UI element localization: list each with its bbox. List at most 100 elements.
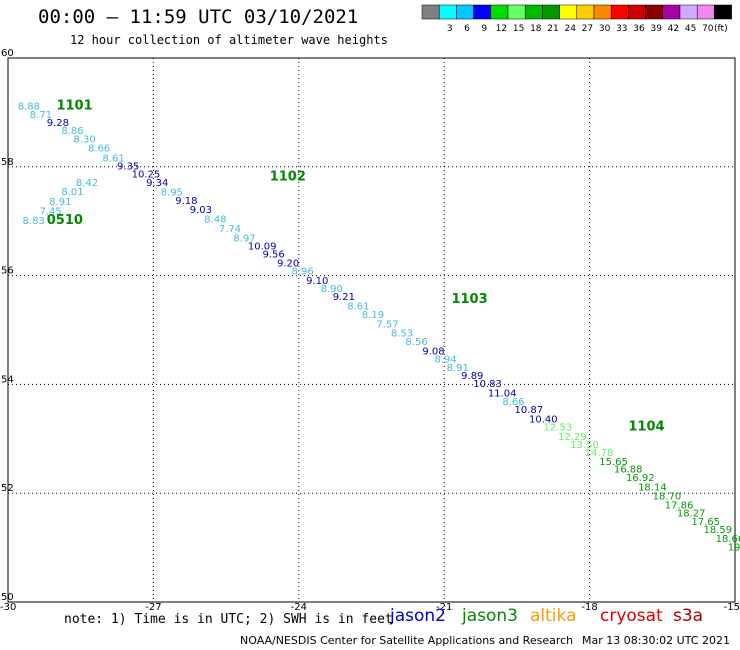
swh-point-23: 8.61: [347, 301, 369, 312]
colorbar-swatch-3: [473, 4, 492, 20]
swh-point-35: 10.87: [514, 405, 543, 416]
pass-label-0510: 0510: [47, 213, 83, 228]
pass-labels: 1101 1102 0510 1103 1104: [47, 99, 665, 435]
colorbar-label-15: 45: [685, 24, 696, 34]
swh-point-11: 9.18: [175, 196, 197, 207]
colorbar-swatch-11: [610, 4, 629, 20]
colorbar-swatch-17: [714, 4, 732, 20]
swh-point-61: 8.01: [61, 187, 83, 198]
swh-point-10: 8.95: [161, 188, 183, 199]
swh-point-5: 8.66: [88, 144, 110, 155]
swh-point-59: 7.45: [40, 207, 62, 218]
footer-note: note: 1) Time is in UTC; 2) SWH is in fe…: [64, 612, 393, 627]
swh-point-4: 8.30: [73, 134, 95, 145]
swh-point-33: 11.04: [488, 388, 517, 399]
swh-point-1: 8.71: [30, 110, 52, 121]
y-tick-label-3: 54: [1, 374, 14, 385]
swh-point-26: 8.53: [391, 329, 413, 340]
colorbar-swatch-16: [696, 4, 715, 20]
y-tick-label-2: 56: [1, 266, 14, 277]
satellite-legend-jason3: jason3: [462, 606, 518, 626]
plot-border: [7, 57, 736, 603]
colorbar-swatch-4: [490, 4, 509, 20]
colorbar-label-3: 9: [481, 24, 487, 34]
colorbar-swatch-7: [542, 4, 560, 20]
y-tick-label-1: 58: [1, 157, 14, 168]
swh-point-14: 7.74: [219, 224, 241, 235]
swh-point-7: 9.35: [117, 162, 139, 173]
colorbar-label-16: 70: [702, 24, 714, 34]
colorbar-label-9: 27: [582, 24, 593, 34]
colorbar-swatch-5: [507, 4, 526, 20]
swh-point-29: 8.94: [435, 355, 457, 366]
axis-tick-labels: -30 -27 -24 -21 -18 -15 60 58 56 54 52 50: [0, 48, 740, 613]
y-tick-label-5: 50: [1, 592, 14, 603]
swh-point-62: 8.42: [76, 178, 98, 189]
swh-point-49: 18.59: [703, 525, 732, 536]
swh-point-43: 16.92: [626, 473, 655, 484]
swh-point-41: 15.65: [599, 457, 628, 468]
x-tick-label-2: -24: [291, 602, 307, 613]
colorbar-unit-label: (ft): [714, 24, 728, 34]
swh-point-12: 9.03: [190, 205, 212, 216]
colorbar-swatch-1: [438, 4, 457, 20]
colorbar-swatch-10: [593, 4, 612, 20]
colorbar-label-7: 21: [547, 24, 558, 34]
swh-point-20: 9.10: [306, 276, 328, 287]
colorbar-label-2: 6: [464, 24, 470, 34]
swh-point-60: 8.91: [49, 197, 71, 208]
pass-label-1102: 1102: [270, 169, 306, 184]
colorbar-label-1: 3: [447, 24, 453, 34]
colorbar-swatch-13: [645, 4, 664, 20]
swh-point-50: 18.66: [716, 534, 740, 545]
swh-point-44: 18.14: [638, 482, 667, 493]
colorbar-label-12: 36: [633, 24, 645, 34]
swh-point-36: 10.40: [529, 414, 558, 425]
grid-lines: [8, 58, 735, 602]
colorbar-label-5: 15: [513, 24, 524, 34]
colorbar-swatch-12: [628, 4, 646, 20]
satellite-legend-jason2: jason2: [390, 606, 446, 626]
swh-point-2: 9.28: [47, 118, 69, 129]
swh-point-18: 9.20: [277, 258, 299, 269]
colorbar-label-10: 30: [599, 24, 611, 34]
colorbar-legend: 3 6 9 12 15 18 21 24 27 30 33 36 39 42 45 70 (ft): [421, 4, 732, 34]
swh-point-16: 10.09: [248, 241, 277, 252]
swh-point-39: 13.50: [570, 440, 599, 451]
swh-point-51: 19.08: [728, 542, 740, 553]
swh-point-8: 10.25: [132, 170, 161, 181]
x-tick-label-0: -30: [0, 602, 16, 613]
satellite-legend-cryosat: cryosat: [600, 606, 663, 626]
swh-point-32: 10.83: [473, 379, 502, 390]
x-tick-label-5: -15: [724, 602, 740, 613]
chart-subtitle: 12 hour collection of altimeter wave hei…: [70, 33, 388, 47]
swh-point-6: 8.61: [103, 153, 125, 164]
swh-point-30: 8.91: [447, 363, 469, 374]
swh-point-47: 18.27: [677, 509, 706, 520]
swh-point-15: 8.97: [233, 233, 255, 244]
satellite-legend-altika: altika: [530, 606, 577, 626]
colorbar-label-8: 24: [564, 24, 576, 34]
colorbar-swatch-6: [524, 4, 543, 20]
chart-title: 00:00 – 11:59 UTC 03/10/2021: [38, 6, 359, 28]
colorbar-swatch-8: [559, 4, 578, 20]
swh-point-45: 18.70: [653, 492, 682, 503]
colorbar-label-4: 12: [496, 24, 507, 34]
swh-point-25: 7.57: [376, 319, 398, 330]
swh-point-31: 9.89: [461, 371, 483, 382]
colorbar-swatch-9: [576, 4, 595, 20]
swh-point-34: 8.66: [502, 397, 524, 408]
swh-values: 8.888.719.288.868.308.668.619.3510.259.3…: [18, 102, 740, 562]
swh-point-37: 12.53: [544, 423, 573, 434]
swh-point-0: 8.88: [18, 102, 40, 113]
swh-point-42: 16.88: [614, 465, 643, 476]
pass-label-1101: 1101: [56, 99, 92, 114]
swh-point-19: 8.96: [292, 267, 314, 278]
swh-point-3: 8.86: [61, 126, 83, 137]
swh-point-22: 9.21: [333, 292, 355, 303]
colorbar-swatch-14: [662, 4, 681, 20]
swh-point-24: 8.19: [362, 310, 384, 321]
colorbar-label-11: 33: [616, 24, 627, 34]
colorbar-label-14: 42: [668, 24, 679, 34]
x-tick-label-1: -27: [145, 602, 161, 613]
